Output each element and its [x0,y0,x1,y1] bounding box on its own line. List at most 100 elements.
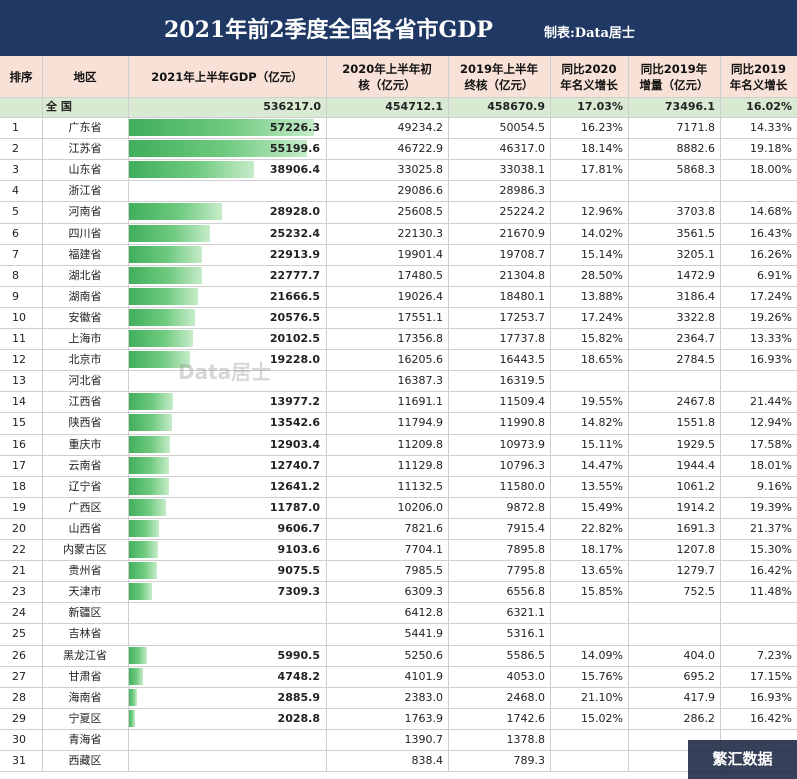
cell-growth-vs-2019: 18.00% [750,163,792,177]
cell-increase-vs-2019: 3205.1 [676,247,716,261]
cell-gdp-2021h1: 9103.6 [128,539,326,560]
cell-growth-vs-2020 [550,750,628,771]
cell-rank: 27 [12,669,26,683]
cell-final-2019h1: 17253.7 [499,310,546,324]
cell-rank: 24 [12,606,26,620]
cell-prelim-2020h1: 11209.8 [397,437,444,451]
gdp-value-label: 19228.0 [269,353,320,367]
cell-growth-vs-2019: 16.26% [750,247,792,261]
cell-growth-vs-2019: 12.94% [750,416,792,430]
cell-region: 山西省 [68,521,102,535]
cell-rank: 5 [12,205,19,219]
cell-growth-vs-2019 [720,623,797,644]
cell-increase-vs-2019: 286.2 [683,711,716,725]
grid-line-h [0,665,797,667]
grid-line-h [0,771,797,773]
cell-region: 河北省 [68,374,102,388]
cell-rank: 18 [12,479,26,493]
cell-increase-vs-2019: 1914.2 [676,500,716,514]
cell-rank: 12 [12,353,26,367]
cell-growth-vs-2019: 7.23% [757,648,792,662]
cell-gdp-2021h1: 5990.5 [128,645,326,666]
cell-gdp-2021h1: 20102.5 [128,328,326,349]
gdp-bar [128,245,203,263]
header-final-2019h1: 2019年上半年 终核（亿元） [448,56,550,97]
gdp-bar [128,519,160,537]
cell-prelim-2020h1: 49234.2 [397,121,444,134]
cell-final-2019h1: 4053.0 [506,669,546,683]
gdp-value-label: 9075.5 [277,564,320,578]
header-prelim-2020h1-line2: 核（亿元） [358,77,416,92]
cell-region: 福建省 [68,247,102,261]
cell-gdp-2021h1: 13977.2 [128,391,326,412]
cell-growth-vs-2020 [550,623,628,644]
cell-region: 上海市 [68,332,102,345]
cell-rank: 22 [12,543,26,556]
cell-growth-vs-2020: 15.85% [581,585,623,599]
header-prelim-2020h1: 2020年上半年初 核（亿元） [326,56,448,97]
cell-final-2019h1: 6556.8 [506,585,546,599]
cell-gdp-2021h1: 12740.7 [128,455,326,476]
cell-increase-vs-2019 [628,370,720,391]
gdp-bar [128,119,314,137]
grid-line-h [0,475,797,477]
cell-rank: 14 [12,395,26,409]
gdp-value-label: 22913.9 [269,247,320,261]
gdp-bar [128,161,255,179]
cell-increase-vs-2019 [628,623,720,644]
cell-rank: 2 [12,142,19,156]
gdp-bar [128,477,170,495]
grid-line-h [0,560,797,562]
gdp-bar [128,203,223,221]
cell-growth-vs-2020: 15.49% [581,500,623,514]
grid-line-h [0,391,797,393]
cell-growth-vs-2019: 16.93% [750,690,792,704]
grid-line-h [0,328,797,329]
cell-region: 云南省 [68,458,102,472]
grid-line-h [0,750,797,751]
gdp-bar [128,498,167,516]
cell-growth-vs-2019: 16.42% [750,564,792,578]
grid-line-h [0,97,797,98]
cell-increase-vs-2019: 1691.3 [676,521,716,535]
cell-rank: 11 [12,332,26,345]
cell-prelim-2020h1: 29086.6 [397,184,444,198]
cell-final-2019h1: 11509.4 [499,395,546,409]
cell-final-2019h1: 7895.8 [506,543,546,556]
corner-watermark: 繁汇数据 [688,740,797,779]
header-increase-vs-2019-line1: 同比2019年 [640,61,708,76]
cell-increase-vs-2019: 404.0 [683,648,716,662]
gdp-bar [128,414,173,432]
grid-line-h [0,707,797,709]
cell-region: 新疆区 [68,606,102,620]
cell-growth-vs-2019: 16.43% [750,226,792,240]
cell-growth-vs-2020 [550,180,628,201]
cell-final-2019h1: 11990.8 [499,416,546,430]
gdp-bar [128,562,158,580]
cell-gdp-2021h1: 7309.3 [128,581,326,602]
cell-growth-vs-2019: 13.33% [750,332,792,345]
gdp-value-label: 38906.4 [269,163,320,177]
cell-growth-vs-2020: 15.02% [581,711,623,725]
grid-line-v [128,56,129,772]
cell-final-2019h1: 11580.0 [499,479,546,493]
cell-prelim-2020h1: 7821.6 [404,521,444,535]
cell-rank: 1 [12,121,19,134]
cell-prelim-2020h1: 5441.9 [404,627,444,641]
cell-rank: 3 [12,163,19,177]
cell-growth-vs-2019: 19.39% [750,500,792,514]
cell-rank: 25 [12,627,26,641]
cell-increase-vs-2019: 2784.5 [676,353,716,367]
cell-rank: 17 [12,458,26,472]
cell-prelim-2020h1: 17356.8 [397,332,444,345]
grid-line-h [0,285,797,287]
cell-gdp-2021h1: 4748.2 [128,666,326,687]
cell-prelim-2020h1: 7704.1 [404,543,444,556]
gdp-value-label: 11787.0 [269,500,320,514]
page-title: 2021年前2季度全国各省市GDP [164,17,493,43]
cell-growth-vs-2020: 22.82% [581,521,623,535]
cell-growth-vs-2020: 16.23% [581,121,623,134]
cell-prelim-2020h1: 11794.9 [397,416,444,430]
cell-increase-vs-2019: 3703.8 [676,205,716,219]
